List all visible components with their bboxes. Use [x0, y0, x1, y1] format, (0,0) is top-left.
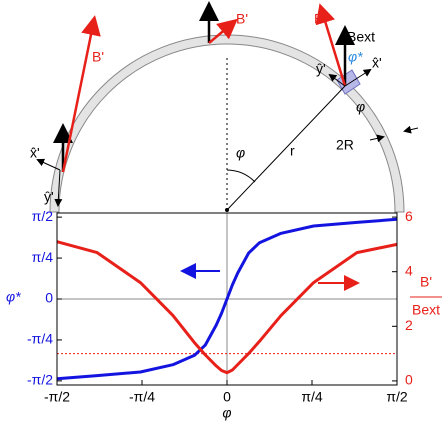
- y2-tick-label: 6: [405, 208, 413, 224]
- label: B': [92, 49, 104, 65]
- y2-tick-label: 4: [405, 262, 413, 278]
- x-tick-label: 0: [223, 389, 231, 405]
- vector-bprime: [208, 18, 238, 44]
- chart: -π/2 -π/4 0 π/4 π/2-π/2-π/40π/4π/20246φφ*B'B…: [6, 208, 442, 421]
- y2-axis-label: Bext: [412, 302, 440, 318]
- x-axis-label: φ: [222, 405, 231, 421]
- x-tick-label: π/4: [301, 389, 323, 405]
- x-tick-label: π/2: [386, 389, 408, 405]
- label: φ: [356, 99, 365, 115]
- label: Bext: [347, 29, 375, 45]
- y2-tick-label: 0: [405, 372, 413, 388]
- label: x̂': [372, 55, 382, 71]
- vector-bprime: [61, 15, 101, 173]
- local-axis: [328, 73, 346, 87]
- label: ŷ': [44, 189, 54, 205]
- vector-bprime: [315, 3, 347, 87]
- local-axis: [54, 169, 63, 207]
- y-tick-label: π/2: [32, 208, 54, 224]
- y2-axis-label: B': [420, 274, 432, 290]
- x-tick-label: -π/2: [44, 389, 70, 405]
- y-tick-label: -π/2: [27, 372, 53, 388]
- local-axis: [344, 68, 372, 87]
- radius-line: [226, 85, 346, 211]
- label: B': [314, 11, 326, 27]
- series-line: [56, 217, 398, 381]
- y-tick-label: π/4: [32, 249, 54, 265]
- label: B': [236, 11, 248, 27]
- center: [225, 208, 229, 212]
- label: r: [290, 143, 295, 159]
- y-axis-label: φ*: [6, 289, 21, 305]
- y2-tick-label: 2: [405, 317, 413, 333]
- label: ŷ': [316, 61, 326, 77]
- local-axis: [36, 158, 61, 171]
- y-tick-label: 0: [45, 290, 53, 306]
- thickness-arrow: [403, 125, 419, 134]
- thickness-arrow: [369, 134, 385, 143]
- plot-frame: [56, 212, 398, 386]
- label: x̂': [30, 145, 40, 161]
- angle-arc: [226, 169, 256, 183]
- series-line: [56, 240, 398, 375]
- x-tick-label: -π/4: [129, 389, 155, 405]
- y-tick-label: -π/4: [27, 331, 53, 347]
- label: φ: [236, 145, 245, 161]
- ring: [49, 34, 405, 213]
- label: 2R: [336, 137, 354, 153]
- diagram: B' B' B' Bext φ* φ φ r 2R x̂' ŷ' x̂' ŷ': [30, 1, 419, 213]
- label: φ*: [348, 49, 363, 65]
